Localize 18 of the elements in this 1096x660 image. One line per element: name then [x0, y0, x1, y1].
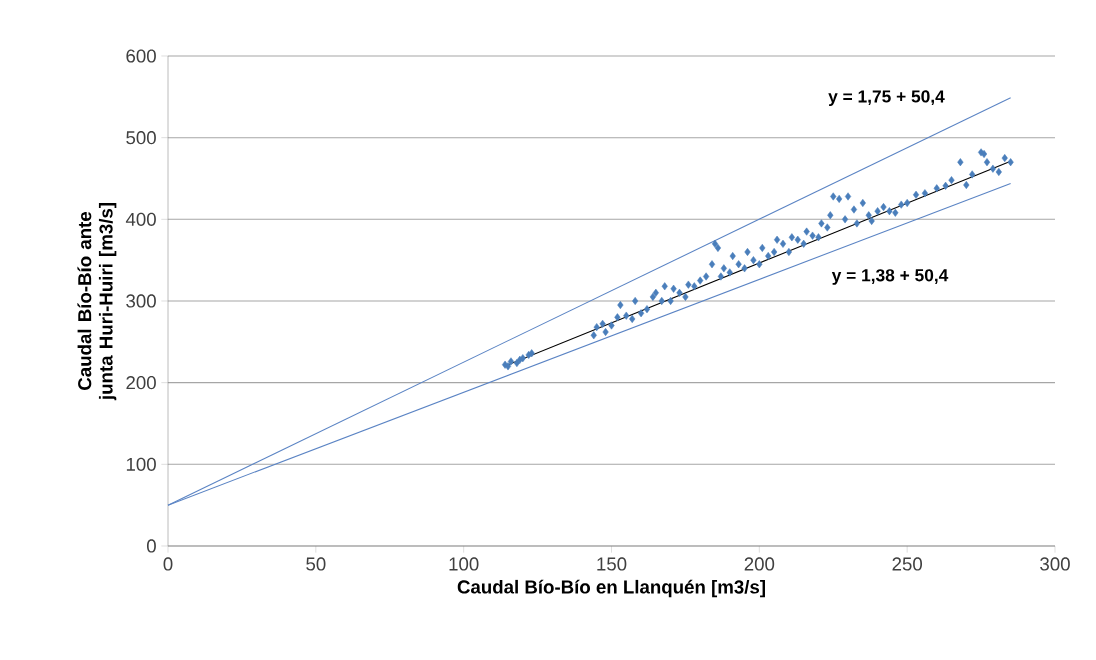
y-tick-label: 300	[126, 294, 156, 308]
y-tick-label: 400	[125, 212, 156, 226]
y-tick-label: 500	[126, 131, 156, 145]
x-tick-label: 0	[163, 557, 173, 571]
x-tick-label: 100	[449, 557, 479, 571]
y-tick-label: 100	[126, 457, 156, 471]
x-tick-label: 150	[597, 557, 627, 571]
y-tick-label: 0	[146, 539, 156, 553]
y-tick-label: 200	[126, 376, 156, 390]
x-tick-label: 300	[1040, 557, 1070, 571]
x-tick-label: 50	[306, 557, 326, 571]
x-tick-label: 200	[744, 557, 775, 571]
annotation: y = 1,75 + 50,4	[828, 90, 945, 106]
y-axis-title: Caudal Bío-Bío ante junta Huri-Huiri [m3/s]	[77, 203, 117, 401]
x-tick-label: 250	[892, 557, 923, 571]
annotation: y = 1,38 + 50,4	[831, 269, 949, 285]
x-axis-title: Caudal Bío-Bío en Llanquén [m3/s]	[457, 579, 765, 598]
y-tick-label: 600	[126, 49, 156, 63]
